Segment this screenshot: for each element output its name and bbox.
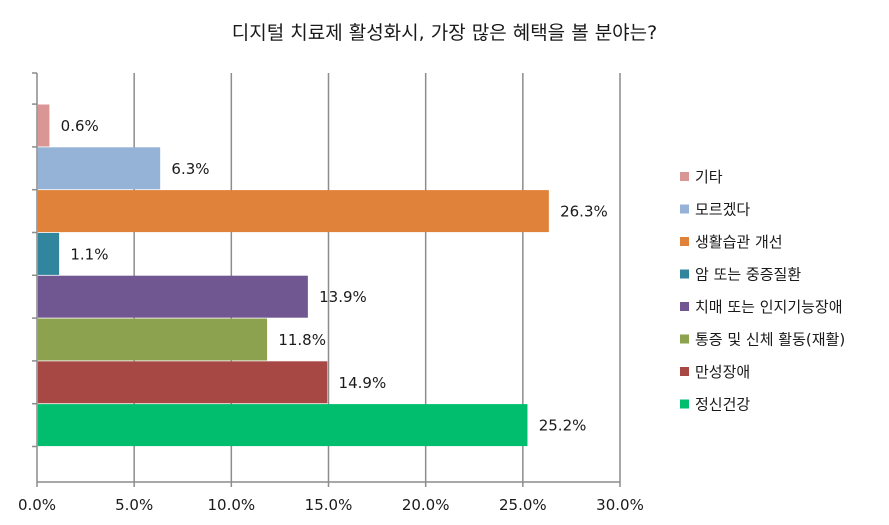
legend-swatch — [680, 204, 689, 214]
data-label: 1.1% — [70, 245, 108, 263]
data-label: 11.8% — [278, 331, 326, 349]
legend-label: 모르겠다 — [695, 201, 750, 219]
data-label: 26.3% — [560, 203, 608, 221]
data-labels: 0.6% 6.3% 26.3% 1.1% 13.9% 11.8% 14.9% 25.2% — [61, 117, 608, 435]
bar — [37, 147, 161, 190]
data-label: 14.9% — [339, 374, 387, 392]
legend-label: 만성장애 — [695, 363, 750, 381]
x-tick-label: 15.0% — [305, 496, 353, 514]
axes — [32, 72, 621, 487]
x-tick-label: 25.0% — [499, 496, 547, 514]
legend-label: 생활습관 개선 — [695, 233, 783, 251]
legend-label: 정신건강 — [695, 396, 750, 414]
bar — [37, 232, 60, 275]
bar — [37, 275, 308, 318]
legend-swatch — [680, 367, 689, 376]
legend-swatch — [680, 237, 689, 246]
data-label: 13.9% — [319, 288, 367, 306]
legend-swatch — [680, 172, 689, 181]
data-label: 6.3% — [171, 160, 209, 178]
legend-swatch — [680, 399, 689, 409]
bar — [37, 361, 328, 404]
chart-title: 디지털 치료제 활성화시, 가장 많은 혜택을 볼 분야는? — [231, 22, 658, 44]
legend-label: 치매 또는 인지기능장애 — [695, 298, 843, 316]
x-tick-label: 0.0% — [18, 496, 56, 514]
data-label: 0.6% — [61, 117, 99, 135]
legend-swatch — [680, 334, 689, 344]
legend-swatch — [680, 269, 689, 279]
legend-label: 기타 — [695, 168, 723, 186]
x-tick-label: 5.0% — [115, 496, 153, 514]
bar — [37, 104, 50, 147]
bars — [37, 104, 549, 447]
bar — [37, 404, 528, 447]
x-tick-label: 20.0% — [402, 496, 450, 514]
x-tick-label: 30.0% — [596, 496, 644, 514]
legend-label: 통증 및 신체 활동(재활) — [695, 331, 845, 349]
x-tick-label: 10.0% — [208, 496, 256, 514]
legend-label: 암 또는 중증질환 — [695, 266, 801, 284]
x-tick-labels: 0.0% 5.0% 10.0% 15.0% 20.0% 25.0% 30.0% — [18, 496, 644, 514]
bar — [37, 190, 549, 233]
data-label: 25.2% — [539, 417, 587, 435]
legend-swatch — [680, 302, 689, 311]
bar — [37, 318, 268, 361]
